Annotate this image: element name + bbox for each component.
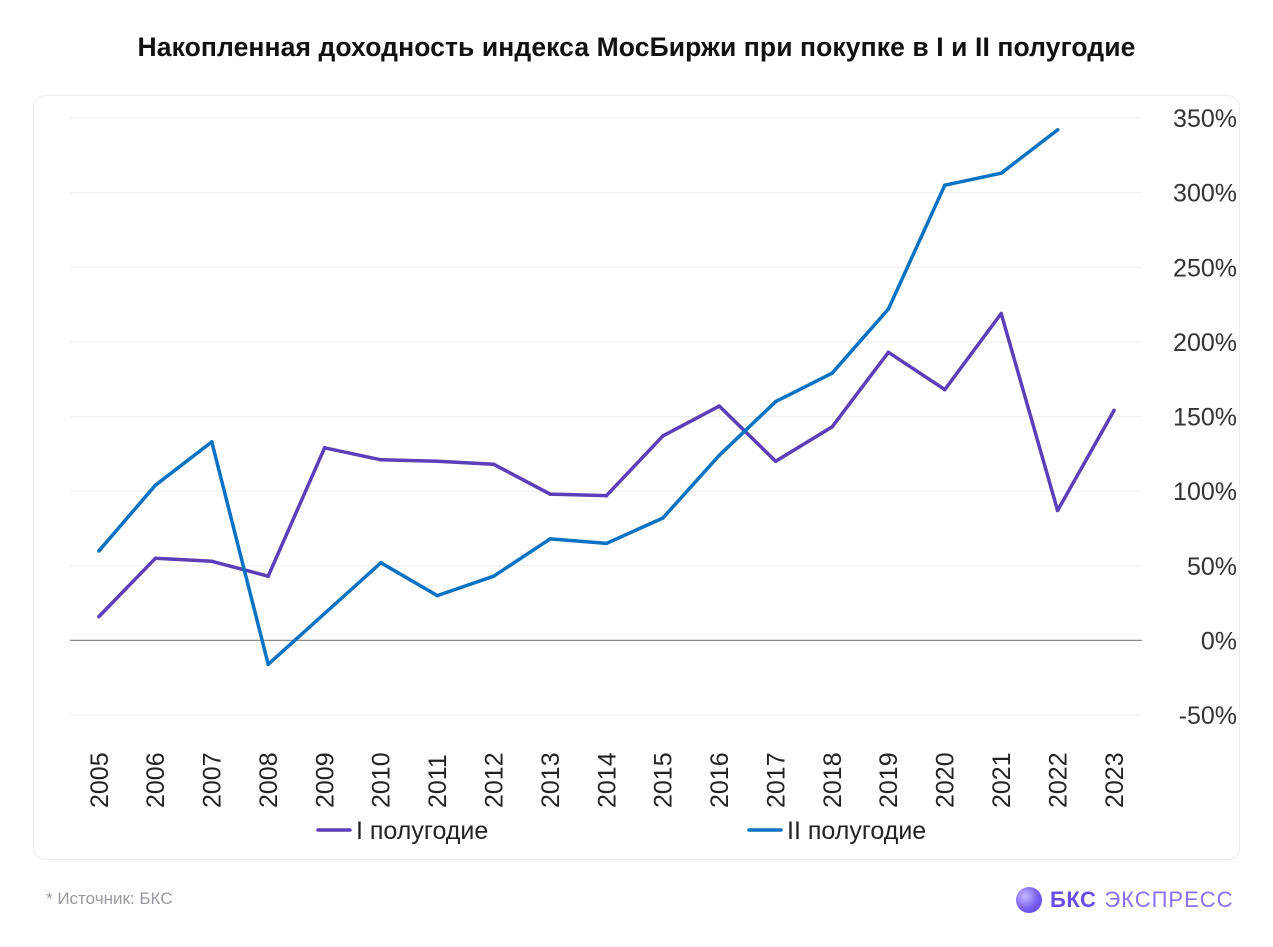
data-point-series-2: [209, 440, 214, 444]
data-point-series-2: [661, 516, 665, 520]
x-tick-label: 2011: [424, 754, 452, 808]
source-note: * Источник: БКС: [46, 889, 173, 908]
brand-sphere-icon: [1016, 887, 1042, 913]
data-point-series-1: [717, 404, 722, 408]
data-point-series-2: [491, 574, 496, 578]
data-point-series-1: [1055, 508, 1060, 513]
x-tick-label: 2012: [480, 752, 508, 808]
x-tick-label: 2006: [142, 752, 170, 808]
data-point-series-2: [1055, 128, 1060, 132]
data-point-series-1: [209, 559, 214, 564]
y-tick-label: 0%: [1201, 627, 1237, 655]
x-tick-label: 2014: [593, 752, 621, 808]
x-tick-label: 2019: [875, 752, 903, 808]
x-tick-label: 2021: [988, 752, 1016, 808]
data-point-series-1: [943, 387, 947, 392]
data-point-series-1: [548, 492, 552, 496]
x-tick-label: 2020: [932, 752, 960, 808]
data-point-series-2: [435, 593, 440, 598]
data-point-series-2: [322, 611, 327, 616]
y-tick-label: 350%: [1173, 105, 1237, 133]
x-tick-label: 2022: [1044, 752, 1072, 808]
data-point-series-1: [491, 462, 496, 467]
data-point-series-2: [266, 662, 270, 667]
series-line-1: [97, 311, 1116, 619]
x-tick-label: 2016: [706, 752, 734, 808]
data-point-series-1: [773, 459, 778, 464]
data-point-series-2: [830, 371, 834, 376]
brand-logo[interactable]: БКС ЭКСПРЕСС: [1016, 884, 1234, 916]
data-point-series-1: [886, 350, 891, 355]
data-point-series-1: [1112, 408, 1116, 413]
y-tick-label: 100%: [1173, 478, 1237, 506]
x-tick-label: 2010: [368, 752, 396, 808]
data-point-series-2: [548, 537, 552, 541]
x-tick-label: 2008: [255, 752, 283, 808]
data-point-series-2: [379, 560, 383, 565]
data-point-series-1: [604, 493, 609, 498]
y-tick-label: 300%: [1173, 180, 1237, 208]
x-tick-label: 2007: [199, 752, 227, 808]
data-point-series-2: [153, 483, 158, 487]
y-tick-label: 50%: [1187, 553, 1237, 581]
data-point-series-2: [943, 183, 947, 187]
brand-name: БКС: [1050, 887, 1097, 912]
data-point-series-1: [661, 434, 665, 438]
series-line-2: [97, 128, 1060, 667]
data-point-series-1: [153, 556, 158, 561]
legend-label: I полугодие: [356, 817, 488, 845]
y-tick-label: -50%: [1179, 702, 1237, 730]
data-point-series-1: [266, 574, 270, 578]
x-tick-label: 2023: [1101, 752, 1129, 808]
data-point-series-2: [886, 307, 891, 311]
data-point-series-1: [999, 311, 1004, 316]
x-tick-label: 2018: [819, 752, 847, 808]
data-point-series-1: [830, 425, 834, 429]
chart-card: [33, 95, 1240, 860]
data-point-series-1: [322, 446, 327, 450]
y-tick-label: 250%: [1173, 254, 1237, 282]
data-point-series-2: [97, 549, 101, 553]
x-tick-label: 2013: [537, 752, 565, 808]
data-point-series-2: [773, 399, 778, 404]
data-point-series-1: [435, 459, 440, 464]
brand-suffix: ЭКСПРЕСС: [1104, 887, 1234, 912]
chart-title: Накопленная доходность индекса МосБиржи …: [137, 32, 1136, 62]
x-tick-label: 2005: [86, 752, 114, 808]
x-tick-label: 2015: [650, 752, 678, 808]
y-tick-label: 150%: [1173, 404, 1237, 432]
data-point-series-2: [999, 171, 1004, 176]
y-tick-label: 200%: [1173, 329, 1237, 357]
data-point-series-1: [379, 457, 383, 462]
data-point-series-2: [717, 453, 722, 458]
legend-label: II полугодие: [787, 817, 926, 845]
x-tick-label: 2017: [762, 752, 790, 808]
x-tick-label: 2009: [311, 752, 339, 808]
data-point-series-1: [97, 614, 101, 619]
data-point-series-2: [604, 541, 609, 546]
